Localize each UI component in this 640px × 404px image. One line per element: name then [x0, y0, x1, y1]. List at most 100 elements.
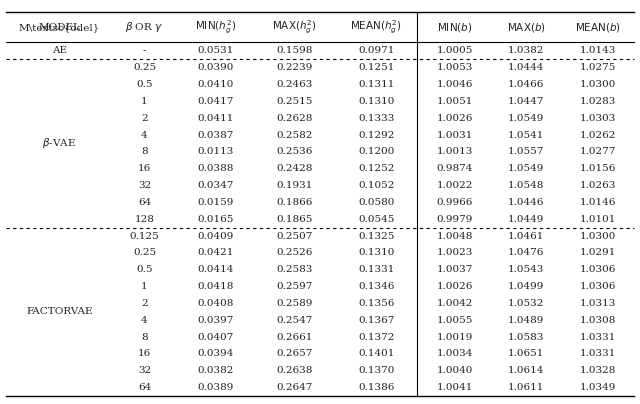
Text: 0.2661: 0.2661 — [276, 332, 312, 341]
Text: 0.1292: 0.1292 — [358, 130, 394, 139]
Text: 1.0051: 1.0051 — [436, 97, 473, 106]
Text: 1.0019: 1.0019 — [436, 332, 473, 341]
Text: 1.0306: 1.0306 — [580, 282, 616, 291]
Text: $\beta$-VAE: $\beta$-VAE — [42, 137, 76, 150]
Text: 1.0053: 1.0053 — [436, 63, 473, 72]
Text: 1.0548: 1.0548 — [508, 181, 545, 190]
Text: 0.9966: 0.9966 — [436, 198, 473, 207]
Text: 1.0349: 1.0349 — [580, 383, 616, 392]
Text: 1.0055: 1.0055 — [436, 316, 473, 325]
Text: 0.2526: 0.2526 — [276, 248, 312, 257]
Text: 1: 1 — [141, 282, 148, 291]
Text: 1.0042: 1.0042 — [436, 299, 473, 308]
Text: 0.0421: 0.0421 — [198, 248, 234, 257]
Text: 1.0614: 1.0614 — [508, 366, 545, 375]
Text: 0.0159: 0.0159 — [198, 198, 234, 207]
Text: $\mathrm{MEAN}(h_g^2)$: $\mathrm{MEAN}(h_g^2)$ — [350, 19, 402, 36]
Text: 0.1346: 0.1346 — [358, 282, 394, 291]
Text: 0.2463: 0.2463 — [276, 80, 312, 89]
Text: 2: 2 — [141, 114, 148, 123]
Text: 0.2536: 0.2536 — [276, 147, 312, 156]
Text: 0.0165: 0.0165 — [198, 215, 234, 224]
Text: 0.0113: 0.0113 — [198, 147, 234, 156]
Text: 0.1356: 0.1356 — [358, 299, 394, 308]
Text: 0.2657: 0.2657 — [276, 349, 312, 358]
Text: 0.2515: 0.2515 — [276, 97, 312, 106]
Text: 1.0101: 1.0101 — [580, 215, 616, 224]
Text: 1.0291: 1.0291 — [580, 248, 616, 257]
Text: 0.0580: 0.0580 — [358, 198, 394, 207]
Text: 0.2589: 0.2589 — [276, 299, 312, 308]
Text: 0.0347: 0.0347 — [198, 181, 234, 190]
Text: 0.0382: 0.0382 — [198, 366, 234, 375]
Text: 1.0331: 1.0331 — [580, 332, 616, 341]
Text: 0.1310: 0.1310 — [358, 97, 394, 106]
Text: 0.1598: 0.1598 — [276, 46, 312, 55]
Text: 0.0531: 0.0531 — [198, 46, 234, 55]
Text: 1.0156: 1.0156 — [580, 164, 616, 173]
Text: 1.0026: 1.0026 — [436, 282, 473, 291]
Text: 32: 32 — [138, 181, 151, 190]
Text: 2: 2 — [141, 299, 148, 308]
Text: 1.0313: 1.0313 — [580, 299, 616, 308]
Text: 1.0037: 1.0037 — [436, 265, 473, 274]
Text: 1.0651: 1.0651 — [508, 349, 545, 358]
Text: 0.125: 0.125 — [129, 231, 159, 240]
Text: 0.9979: 0.9979 — [436, 215, 473, 224]
Text: 0.5: 0.5 — [136, 80, 153, 89]
Text: 0.0417: 0.0417 — [198, 97, 234, 106]
Text: 0.2582: 0.2582 — [276, 130, 312, 139]
Text: 0.1252: 0.1252 — [358, 164, 394, 173]
Text: 0.2597: 0.2597 — [276, 282, 312, 291]
Text: 1.0275: 1.0275 — [580, 63, 616, 72]
Text: MODEL: MODEL — [38, 23, 80, 32]
Text: 1.0031: 1.0031 — [436, 130, 473, 139]
Text: 1.0543: 1.0543 — [508, 265, 545, 274]
Text: 0.1052: 0.1052 — [358, 181, 394, 190]
Text: $\beta$ OR $\gamma$: $\beta$ OR $\gamma$ — [125, 20, 164, 34]
Text: 0.0388: 0.0388 — [198, 164, 234, 173]
Text: 0.0394: 0.0394 — [198, 349, 234, 358]
Text: $\mathrm{MAX}(b)$: $\mathrm{MAX}(b)$ — [507, 21, 546, 34]
Text: 0.2647: 0.2647 — [276, 383, 312, 392]
Text: 0.2547: 0.2547 — [276, 316, 312, 325]
Text: 1.0557: 1.0557 — [508, 147, 545, 156]
Text: 1.0541: 1.0541 — [508, 130, 545, 139]
Text: 1.0300: 1.0300 — [580, 80, 616, 89]
Text: 1.0040: 1.0040 — [436, 366, 473, 375]
Text: 0.1401: 0.1401 — [358, 349, 394, 358]
Text: 1.0306: 1.0306 — [580, 265, 616, 274]
Text: 1.0026: 1.0026 — [436, 114, 473, 123]
Text: 0.2239: 0.2239 — [276, 63, 312, 72]
Text: 1.0005: 1.0005 — [436, 46, 473, 55]
Text: 1.0263: 1.0263 — [580, 181, 616, 190]
Text: 0.9874: 0.9874 — [436, 164, 473, 173]
Text: 0.0390: 0.0390 — [198, 63, 234, 72]
Text: 64: 64 — [138, 198, 151, 207]
Text: 1.0583: 1.0583 — [508, 332, 545, 341]
Text: 0.0414: 0.0414 — [198, 265, 234, 274]
Text: 1.0444: 1.0444 — [508, 63, 545, 72]
Text: 0.1865: 0.1865 — [276, 215, 312, 224]
Text: 1.0146: 1.0146 — [580, 198, 616, 207]
Text: 0.0409: 0.0409 — [198, 231, 234, 240]
Text: 0.2583: 0.2583 — [276, 265, 312, 274]
Text: 1.0283: 1.0283 — [580, 97, 616, 106]
Text: 8: 8 — [141, 332, 148, 341]
Text: 0.0545: 0.0545 — [358, 215, 394, 224]
Text: AE: AE — [52, 46, 67, 55]
Text: 0.1331: 0.1331 — [358, 265, 394, 274]
Text: 0.0408: 0.0408 — [198, 299, 234, 308]
Text: 16: 16 — [138, 349, 151, 358]
Text: 0.1200: 0.1200 — [358, 147, 394, 156]
Text: 32: 32 — [138, 366, 151, 375]
Text: 1.0041: 1.0041 — [436, 383, 473, 392]
Text: 0.1325: 0.1325 — [358, 231, 394, 240]
Text: 0.1333: 0.1333 — [358, 114, 394, 123]
Text: 0.1367: 0.1367 — [358, 316, 394, 325]
Text: 1: 1 — [141, 97, 148, 106]
Text: 1.0489: 1.0489 — [508, 316, 545, 325]
Text: 0.0407: 0.0407 — [198, 332, 234, 341]
Text: 0.0387: 0.0387 — [198, 130, 234, 139]
Text: 16: 16 — [138, 164, 151, 173]
